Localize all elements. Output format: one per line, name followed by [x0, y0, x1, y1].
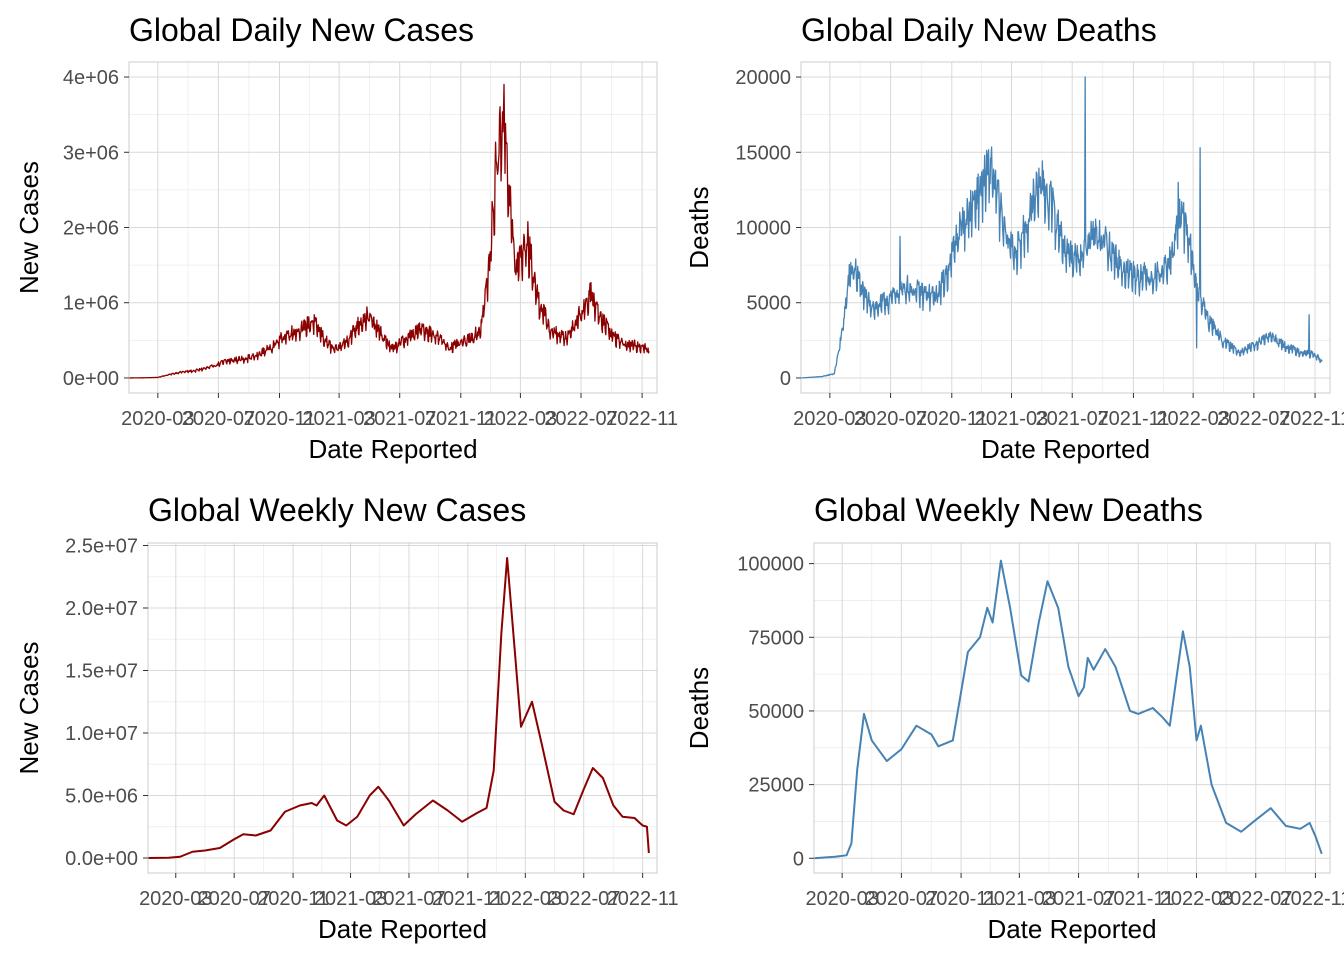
x-tick-label: 2021-07 [372, 888, 445, 910]
y-tick-label: 2.5e+07 [65, 536, 138, 558]
series-line [128, 83, 650, 379]
x-tick-label: 2022-11 [607, 888, 679, 910]
x-tick-label: 2021-07 [1042, 888, 1115, 910]
y-axis-title: Deaths [684, 186, 714, 268]
y-tick-label: 5000 [747, 293, 792, 315]
chart-panel-4: 0 25000 50000 75000 100000 2020-032020-072020… [684, 492, 1344, 944]
x-tick-label: 2022-03 [484, 408, 557, 430]
x-tick-label: 2022-07 [1217, 408, 1290, 430]
y-tick-label: 0e+00 [63, 368, 119, 390]
series-line [147, 557, 650, 859]
x-tick-label: 2020-03 [793, 408, 866, 430]
x-tick-label: 2020-03 [139, 888, 212, 910]
y-tick-label: 100000 [737, 554, 804, 576]
chart-title: Global Daily New Deaths [801, 12, 1157, 48]
x-tick-label: 2022-11 [1279, 888, 1344, 910]
x-tick-label: 2020-07 [865, 888, 938, 910]
x-tick-label: 2021-11 [425, 408, 497, 430]
x-tick-label: 2020-03 [805, 888, 878, 910]
y-tick-label: 50000 [748, 701, 804, 723]
y-axis-title: New Cases [14, 642, 44, 775]
y-tick-label: 1.0e+07 [65, 723, 138, 745]
x-axis-title: Date Reported [318, 914, 487, 944]
x-axis-title: Date Reported [308, 434, 477, 464]
x-tick-label: 2020-11 [257, 888, 329, 910]
x-tick-label: 2022-11 [1279, 408, 1344, 430]
y-tick-label: 1.5e+07 [65, 661, 138, 683]
x-tick-label: 2020-11 [916, 408, 988, 430]
panel-border [813, 542, 1331, 874]
y-tick-label: 15000 [735, 142, 791, 164]
x-tick-label: 2020-11 [925, 888, 997, 910]
x-tick-label: 2021-03 [314, 888, 387, 910]
chart-title: Global Weekly New Deaths [814, 492, 1203, 528]
x-tick-label: 2020-11 [244, 408, 316, 430]
x-tick-label: 2020-07 [182, 408, 255, 430]
x-tick-label: 2021-11 [1102, 888, 1174, 910]
chart-title: Global Weekly New Cases [148, 492, 526, 528]
x-tick-label: 2022-03 [1156, 408, 1229, 430]
x-tick-label: 2020-07 [854, 408, 927, 430]
y-tick-label: 0.0e+00 [65, 848, 138, 870]
y-tick-label: 2e+06 [63, 218, 119, 240]
x-tick-label: 2021-07 [363, 408, 436, 430]
series-line [800, 76, 1323, 379]
series-line [813, 559, 1323, 860]
y-tick-label: 0 [780, 368, 791, 390]
y-tick-label: 0 [793, 848, 804, 870]
y-axis-title: New Cases [14, 161, 44, 294]
y-tick-label: 2.0e+07 [65, 598, 138, 620]
x-tick-label: 2022-07 [544, 408, 617, 430]
chart-panel-2: 0 5000 10000 15000 20000 2020-032020-072020-1… [684, 12, 1344, 464]
y-tick-label: 3e+06 [63, 142, 119, 164]
x-axis-title: Date Reported [987, 914, 1156, 944]
x-axis-title: Date Reported [981, 434, 1150, 464]
x-tick-label: 2022-07 [547, 888, 620, 910]
y-tick-label: 1e+06 [63, 293, 119, 315]
x-tick-label: 2021-03 [975, 408, 1048, 430]
x-tick-label: 2022-07 [1219, 888, 1292, 910]
y-tick-label: 5.0e+06 [65, 786, 138, 808]
x-tick-label: 2020-07 [197, 888, 270, 910]
y-tick-label: 20000 [735, 67, 791, 89]
x-tick-label: 2021-11 [1097, 408, 1169, 430]
y-tick-label: 75000 [748, 627, 804, 649]
y-axis-title: Deaths [684, 667, 714, 749]
x-tick-label: 2021-07 [1036, 408, 1109, 430]
x-tick-label: 2022-11 [606, 408, 678, 430]
y-tick-label: 25000 [748, 775, 804, 797]
x-tick-label: 2020-03 [121, 408, 194, 430]
x-tick-label: 2022-03 [1160, 888, 1233, 910]
x-tick-label: 2021-03 [983, 888, 1056, 910]
x-tick-label: 2021-03 [302, 408, 375, 430]
chart-title: Global Daily New Cases [129, 12, 474, 48]
panel-border [147, 542, 658, 874]
y-tick-label: 10000 [735, 218, 791, 240]
x-tick-label: 2021-11 [432, 888, 504, 910]
y-tick-label: 4e+06 [63, 67, 119, 89]
x-tick-label: 2022-03 [489, 888, 562, 910]
chart-panel-3: 0.0e+00 5.0e+06 1.0e+07 1.5e+07 2.0e+07 2.5e+… [14, 492, 679, 944]
chart-panel-1: 0e+001e+062e+063e+064e+062020-032020-072… [14, 12, 678, 464]
